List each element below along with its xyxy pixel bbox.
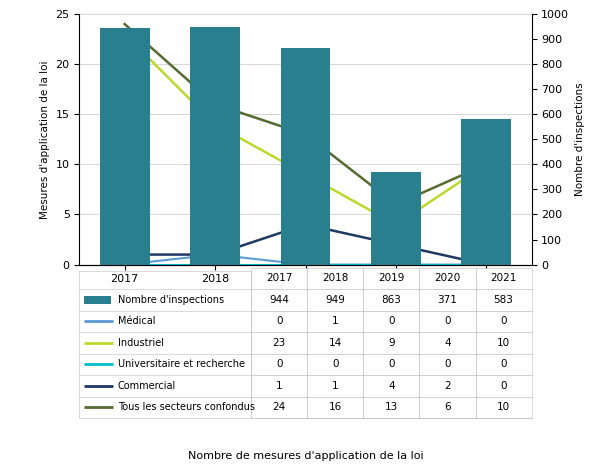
Y-axis label: Mesures d'application de la loi: Mesures d'application de la loi bbox=[40, 60, 50, 219]
Bar bbox=[280, 48, 331, 264]
Bar bbox=[371, 172, 421, 264]
Text: Médical: Médical bbox=[118, 316, 155, 326]
Bar bbox=[190, 27, 240, 264]
Bar bbox=[461, 118, 511, 264]
Text: Nombre de mesures d'application de la loi: Nombre de mesures d'application de la lo… bbox=[188, 451, 423, 461]
Text: Tous les secteurs confondus: Tous les secteurs confondus bbox=[118, 402, 255, 412]
Text: Industriel: Industriel bbox=[118, 338, 164, 348]
Y-axis label: Nombre d'inspections: Nombre d'inspections bbox=[575, 82, 585, 196]
Bar bbox=[100, 28, 150, 264]
Text: Nombre d'inspections: Nombre d'inspections bbox=[118, 295, 224, 305]
Text: Commercial: Commercial bbox=[118, 381, 176, 391]
FancyBboxPatch shape bbox=[84, 296, 111, 304]
Text: Universitaire et recherche: Universitaire et recherche bbox=[118, 359, 245, 369]
